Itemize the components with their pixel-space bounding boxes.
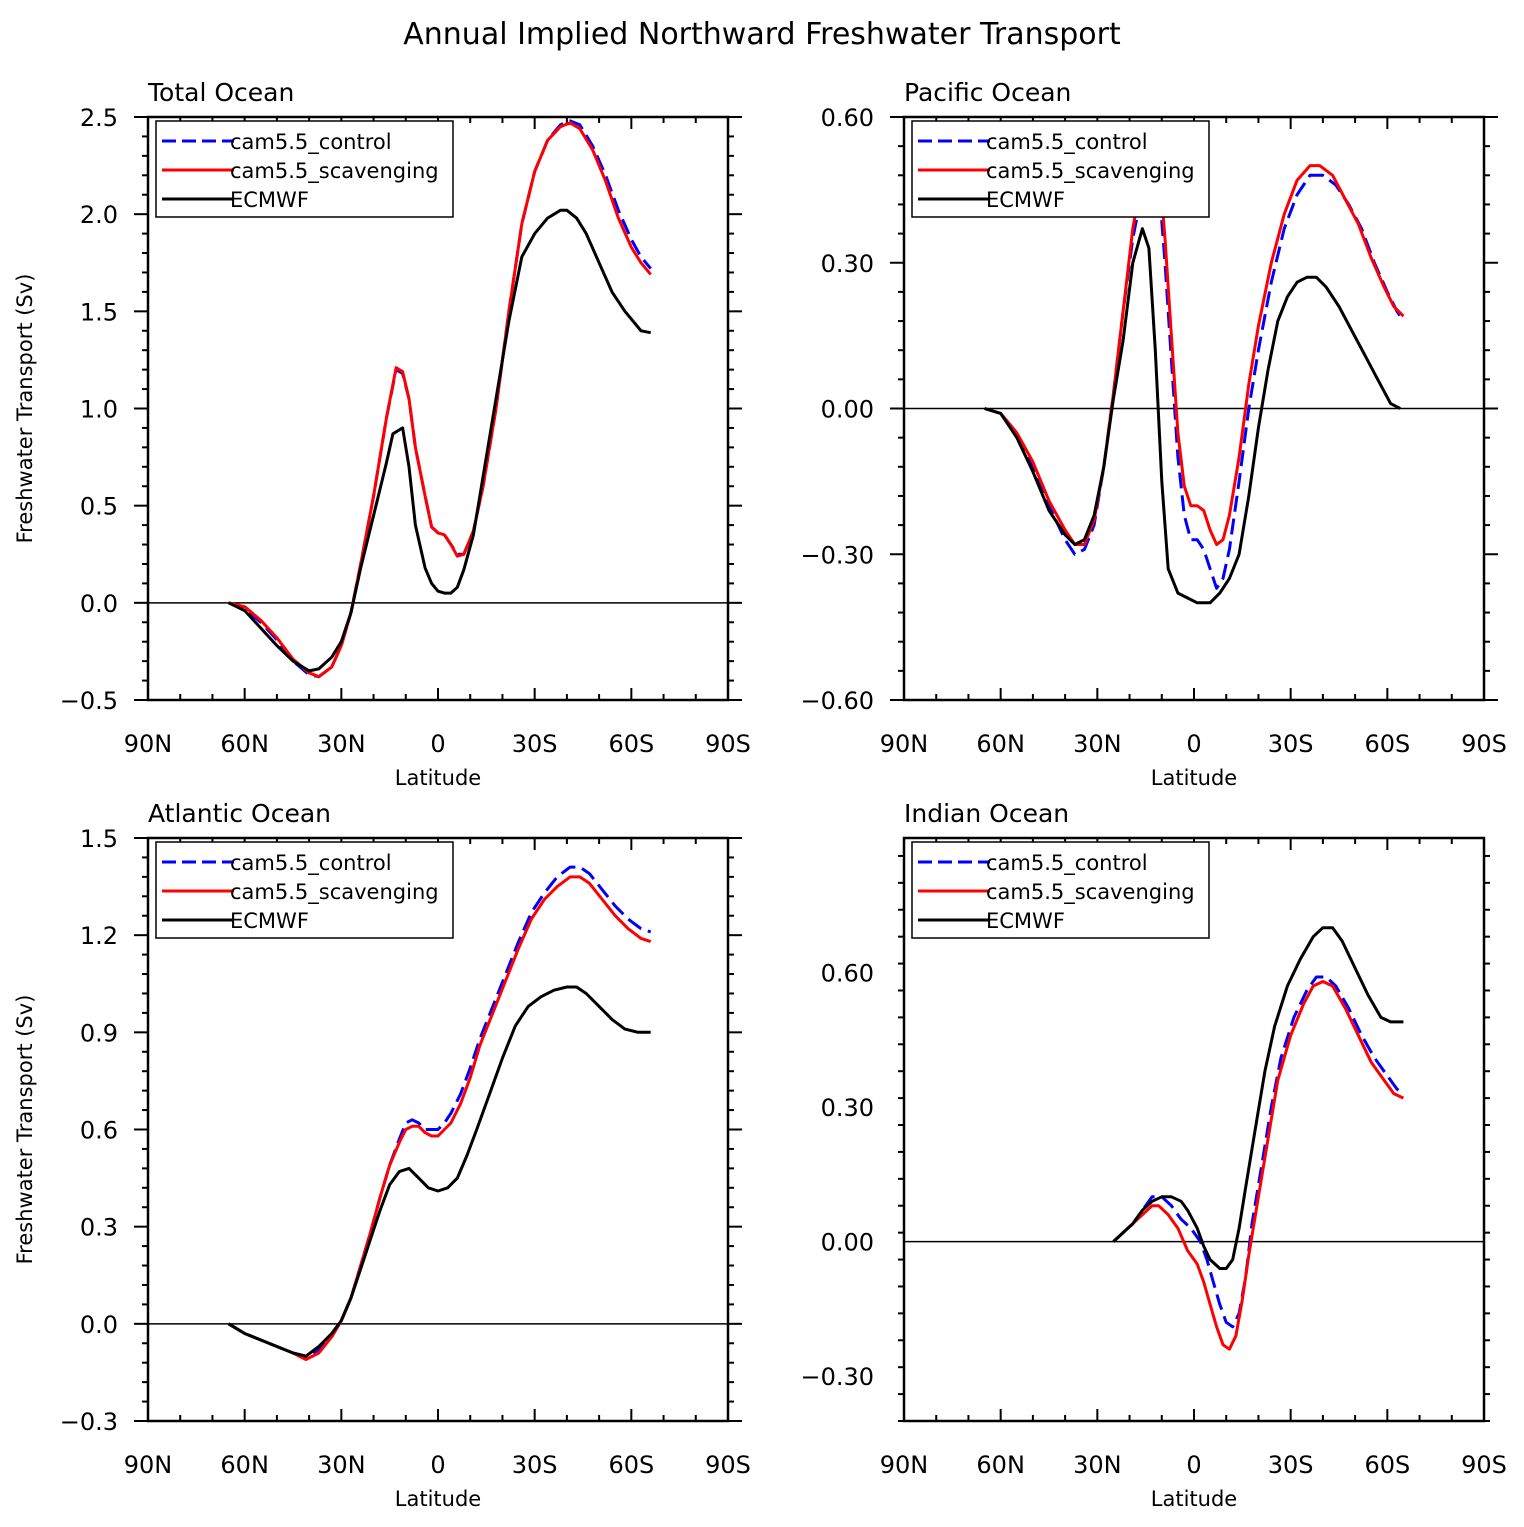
x-tick-label: 60N [976,730,1025,758]
x-axis-label: Latitude [395,766,481,790]
y-tick-label: 0.0 [80,1311,118,1339]
x-tick-label: 90N [880,1451,929,1479]
panel-2: Pacific Ocean 90N 60N 30N 0 30S 60S 90S −0.60 −0.… [800,78,1506,790]
legend-label: cam5.5_scavenging [986,880,1195,905]
legend: cam5.5_control cam5.5_scavenging ECMWF [911,841,1210,939]
panel-3: Atlantic Ocean 90N 60N 30N 0 30S 60S 90S −0.3 0.0… [13,799,751,1511]
x-axis-label: Latitude [395,1487,481,1511]
legend-label: cam5.5_scavenging [230,159,439,184]
y-tick-label: 0.9 [80,1019,118,1047]
panel-title: Indian Ocean [904,799,1069,828]
legend-label: ECMWF [230,188,309,212]
panel-title: Pacific Ocean [904,78,1071,107]
y-tick-label: 0.0 [80,590,118,618]
x-tick-label: 60N [220,730,269,758]
x-tick-label: 90N [880,730,929,758]
legend-label: cam5.5_scavenging [986,159,1195,184]
y-tick-label: 0.30 [821,1094,874,1122]
series-line-cam5.5_scavenging [1112,980,1405,1351]
x-tick-label: 90S [1461,730,1507,758]
x-tick-label: 30S [512,730,558,758]
y-tick-label: 0.3 [80,1214,118,1242]
legend: cam5.5_control cam5.5_scavenging ECMWF [911,120,1210,218]
y-tick-label: 0.60 [821,104,874,132]
legend-label: ECMWF [986,909,1065,933]
legend: cam5.5_control cam5.5_scavenging ECMWF [155,120,454,218]
y-axis-label: Freshwater Transport (Sv) [13,274,37,544]
panel-title: Total Ocean [147,78,294,107]
series-line-ECMWF [984,227,1401,605]
x-tick-label: 30N [317,1451,366,1479]
x-tick-label: 90S [705,1451,751,1479]
legend-label: ECMWF [986,188,1065,212]
panels: Total Ocean 90N 60N 30N 0 30S 60S 90S −0.5 0.0 0.5… [13,78,1507,1511]
x-tick-label: 30S [1268,1451,1314,1479]
panel-4: Indian Ocean 90N 60N 30N 0 30S 60S 90S −0.30 0.00… [800,799,1506,1511]
legend: cam5.5_control cam5.5_scavenging ECMWF [155,841,454,939]
x-tick-label: 30N [1073,1451,1122,1479]
x-tick-label: 60S [1364,730,1410,758]
series-line-cam5.5_control [1112,975,1405,1329]
x-tick-label: 90N [124,1451,173,1479]
x-tick-label: 30N [1073,730,1122,758]
y-tick-label: −0.60 [800,687,874,715]
x-tick-label: 0 [430,1451,445,1479]
x-tick-label: 60N [976,1451,1025,1479]
x-tick-label: 0 [1186,1451,1201,1479]
y-tick-label: 2.0 [80,201,118,229]
x-tick-label: 60S [608,730,654,758]
legend-label: cam5.5_control [986,130,1148,155]
legend-label: ECMWF [230,909,309,933]
series-line-ECMWF [227,208,651,673]
y-tick-label: 0.00 [821,1229,874,1257]
x-tick-label: 60S [608,1451,654,1479]
series-line-ECMWF [1112,926,1404,1270]
x-tick-label: 90S [1461,1451,1507,1479]
x-axis-label: Latitude [1151,766,1237,790]
y-tick-label: 1.5 [80,298,118,326]
series-line-cam5.5_scavenging [228,121,652,679]
legend-label: cam5.5_scavenging [230,880,439,905]
y-tick-label: −0.5 [60,687,118,715]
y-tick-label: −0.3 [60,1408,118,1436]
y-tick-label: 0.60 [821,960,874,988]
panel-title: Atlantic Ocean [148,799,331,828]
y-tick-label: 1.5 [80,825,118,853]
x-tick-label: 0 [1186,730,1201,758]
x-tick-label: 0 [430,730,445,758]
y-tick-label: −0.30 [800,1363,874,1391]
y-tick-label: 1.2 [80,922,118,950]
legend-label: cam5.5_control [986,851,1148,876]
x-tick-label: 90S [705,730,751,758]
series-line-ECMWF [227,985,651,1358]
x-tick-label: 60N [220,1451,269,1479]
y-tick-label: 2.5 [80,104,118,132]
y-tick-label: 0.30 [821,250,874,278]
y-tick-label: −0.30 [800,541,874,569]
y-tick-label: 1.0 [80,396,118,424]
x-tick-label: 60S [1364,1451,1410,1479]
y-tick-label: 0.5 [80,493,118,521]
x-tick-label: 90N [124,730,173,758]
y-tick-label: 0.00 [821,396,874,424]
x-tick-label: 30S [1268,730,1314,758]
y-axis-label: Freshwater Transport (Sv) [13,995,37,1265]
y-tick-label: 0.6 [80,1117,118,1145]
x-axis-label: Latitude [1151,1487,1237,1511]
series-line-cam5.5_control [227,865,652,1358]
legend-label: cam5.5_control [230,130,392,155]
figure-title: Annual Implied Northward Freshwater Tran… [403,17,1121,52]
series-line-cam5.5_control [984,159,1405,590]
x-tick-label: 30N [317,730,366,758]
x-tick-label: 30S [512,1451,558,1479]
series-line-cam5.5_scavenging [227,875,652,1361]
legend-label: cam5.5_control [230,851,392,876]
panel-1: Total Ocean 90N 60N 30N 0 30S 60S 90S −0.5 0.0 0.5… [13,78,751,790]
series-line-cam5.5_scavenging [984,144,1405,546]
